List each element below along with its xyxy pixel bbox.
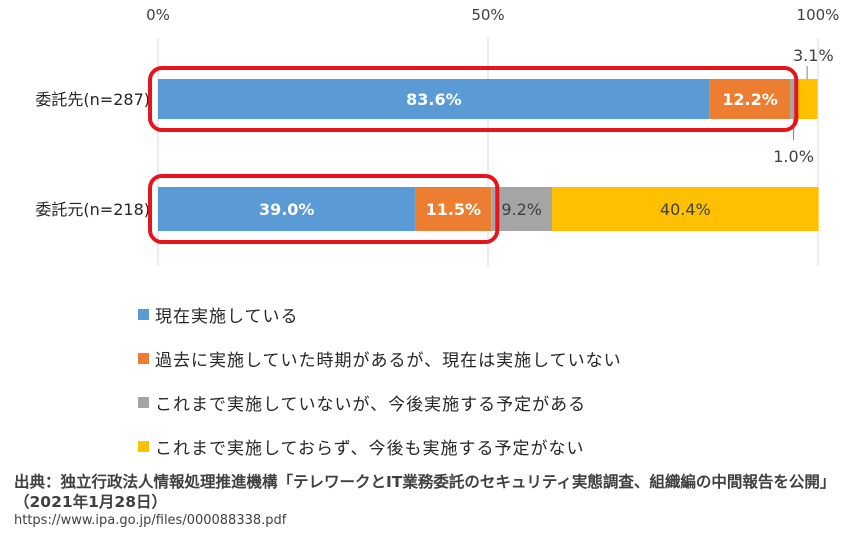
x-tick-label: 50% <box>471 6 504 24</box>
stacked-bar-chart: 0% 50% 100% 委託先(n=287) 委託元(n=218) 83.6% 12.2… <box>35 6 840 266</box>
legend-swatch-current <box>138 308 149 320</box>
source-title: 出典：独立行政法人情報処理推進機構「テレワークとIT業務委託のセキュリティ実態調… <box>14 473 836 511</box>
x-tick-label: 100% <box>797 6 840 24</box>
legend-swatch-none <box>138 440 149 452</box>
legend-label-planned: これまで実施していないが、今後実施する予定がある <box>155 394 587 415</box>
chart-legend: 現在実施している 過去に実施していた時期があるが、現在は実施していない これまで… <box>138 292 622 468</box>
legend-item-past: 過去に実施していた時期があるが、現在は実施していない <box>138 336 622 380</box>
data-label: 12.2% <box>722 90 778 109</box>
legend-label-none: これまで実施しておらず、今後も実施する予定がない <box>155 438 585 459</box>
bar-segment <box>552 187 819 231</box>
bar-segment <box>158 79 710 119</box>
data-label: 3.1% <box>793 46 834 65</box>
data-label: 1.0% <box>773 147 814 166</box>
data-label: 39.0% <box>259 200 315 219</box>
highlight-box <box>148 66 799 132</box>
legend-swatch-planned <box>138 396 149 408</box>
bar-segment <box>790 79 797 119</box>
source-citation: 出典：独立行政法人情報処理推進機構「テレワークとIT業務委託のセキュリティ実態調… <box>14 472 859 530</box>
data-label: 11.5% <box>426 200 482 219</box>
legend-item-none: これまで実施しておらず、今後も実施する予定がない <box>138 424 622 468</box>
data-label: 40.4% <box>660 200 711 219</box>
bar-segment <box>158 187 416 231</box>
x-tick-label: 0% <box>146 6 170 24</box>
data-label: 83.6% <box>406 90 462 109</box>
bar-segment <box>491 187 553 231</box>
legend-item-planned: これまで実施していないが、今後実施する予定がある <box>138 380 622 424</box>
source-url[interactable]: https://www.ipa.go.jp/files/000088338.pd… <box>14 513 287 528</box>
legend-label-current: 現在実施している <box>155 306 299 327</box>
category-label: 委託先(n=287) <box>35 90 150 109</box>
category-label: 委託元(n=218) <box>35 200 150 219</box>
bar-segment <box>796 79 818 119</box>
legend-item-current: 現在実施している <box>138 292 622 336</box>
highlight-box <box>148 174 500 244</box>
legend-swatch-past <box>138 352 149 364</box>
bar-segment <box>415 187 492 231</box>
legend-label-past: 過去に実施していた時期があるが、現在は実施していない <box>155 350 622 371</box>
bar-segment <box>709 79 791 119</box>
data-label: 9.2% <box>501 200 542 219</box>
